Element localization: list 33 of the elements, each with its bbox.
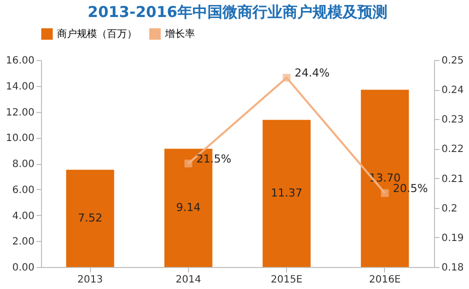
data-label: 11.37	[270, 186, 302, 200]
y-tick-label: 6.00	[12, 184, 34, 196]
y-tick-label: 4.00	[12, 210, 34, 222]
x-tick-label: 2014	[176, 274, 202, 286]
data-label: 7.52	[78, 211, 102, 224]
y-tick-label: 10.00	[6, 133, 34, 144]
x-tick-label: 2015E	[270, 274, 303, 286]
y2-tick-label: 0.18	[442, 262, 464, 274]
y-tick-label: 0.00	[12, 262, 34, 274]
y2-tick-label: 0.21	[442, 174, 464, 185]
point	[282, 74, 290, 82]
data-label: 24.4%	[294, 66, 330, 80]
y-tick-label: 2.00	[12, 236, 34, 248]
y-tick-label: 8.00	[12, 159, 34, 170]
y2-tick-label: 0.2	[442, 203, 458, 214]
point	[184, 160, 192, 168]
y2-tick-label: 0.19	[442, 232, 464, 244]
y-tick-label: 14.00	[6, 81, 34, 92]
data-label: 9.14	[176, 200, 201, 214]
y2-tick-label: 0.22	[442, 144, 464, 156]
point	[381, 189, 389, 197]
legend-label: 商户规模（百万）	[57, 28, 137, 40]
y-tick-label: 12.00	[6, 107, 34, 118]
y2-tick-label: 0.24	[442, 85, 464, 96]
x-tick-label: 2016E	[368, 274, 401, 286]
y2-tick-label: 0.23	[442, 114, 464, 126]
legend-label: 增长率	[164, 28, 195, 40]
chart-title: 2013-2016年中国微商行业商户规模及预测	[88, 3, 388, 21]
bar	[262, 120, 311, 267]
y2-tick-label: 0.25	[442, 56, 464, 66]
y-tick-label: 16.00	[6, 56, 34, 66]
bar	[66, 170, 114, 267]
x-tick-label: 2013	[77, 274, 103, 286]
